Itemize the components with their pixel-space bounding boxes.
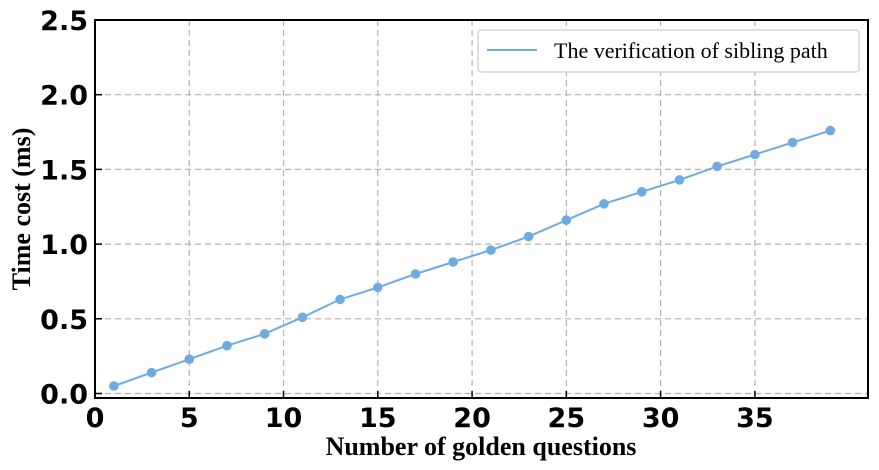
plot-frame [94, 19, 869, 399]
data-point [637, 187, 647, 197]
series-layer [109, 125, 836, 391]
data-point [146, 367, 157, 378]
series-line [113, 129, 831, 387]
data-point [787, 137, 798, 148]
x-tick-label: 10 [265, 403, 303, 434]
y-tick-label: 1.0 [40, 230, 88, 261]
data-point [561, 215, 572, 225]
x-tick-label: 20 [453, 403, 491, 434]
y-tick-label: 0.5 [40, 305, 88, 336]
y-tick-label: 1.5 [40, 155, 88, 186]
x-tick-label: 25 [548, 403, 586, 434]
grid-lines [94, 19, 868, 398]
data-point [109, 381, 119, 391]
legend: The verification of sibling path [477, 29, 860, 73]
y-axis-ticks: 0.0 0.5 1.0 1.5 2.0 2.5 [40, 6, 102, 411]
data-point [410, 269, 421, 279]
data-point [297, 312, 308, 323]
legend-label: The verification of sibling path [554, 38, 828, 63]
data-point [599, 199, 609, 209]
x-tick-label: 5 [180, 403, 199, 434]
data-point [448, 257, 459, 267]
y-tick-label: 0.0 [40, 380, 88, 411]
data-point [750, 149, 760, 160]
data-point [184, 354, 195, 365]
y-tick-label: 2.5 [40, 6, 88, 37]
x-tick-label: 0 [86, 403, 105, 434]
plot-background [95, 20, 868, 398]
y-axis-label: Time cost (ms) [7, 128, 36, 291]
data-point [335, 294, 345, 305]
data-point [486, 245, 496, 255]
y-tick-label: 2.0 [40, 81, 88, 112]
x-tick-label: 30 [642, 403, 680, 434]
data-point [712, 161, 722, 172]
data-point [825, 125, 836, 136]
data-point [674, 175, 685, 185]
data-point [523, 231, 534, 242]
x-axis-ticks: 0 5 10 15 20 25 30 35 [86, 391, 774, 434]
data-point [222, 340, 232, 351]
data-point [373, 282, 383, 293]
x-tick-label: 15 [359, 403, 397, 434]
legend-box [477, 29, 860, 73]
x-axis-label: Number of golden questions [326, 432, 637, 461]
x-tick-label: 35 [736, 403, 774, 434]
data-point [259, 329, 270, 339]
